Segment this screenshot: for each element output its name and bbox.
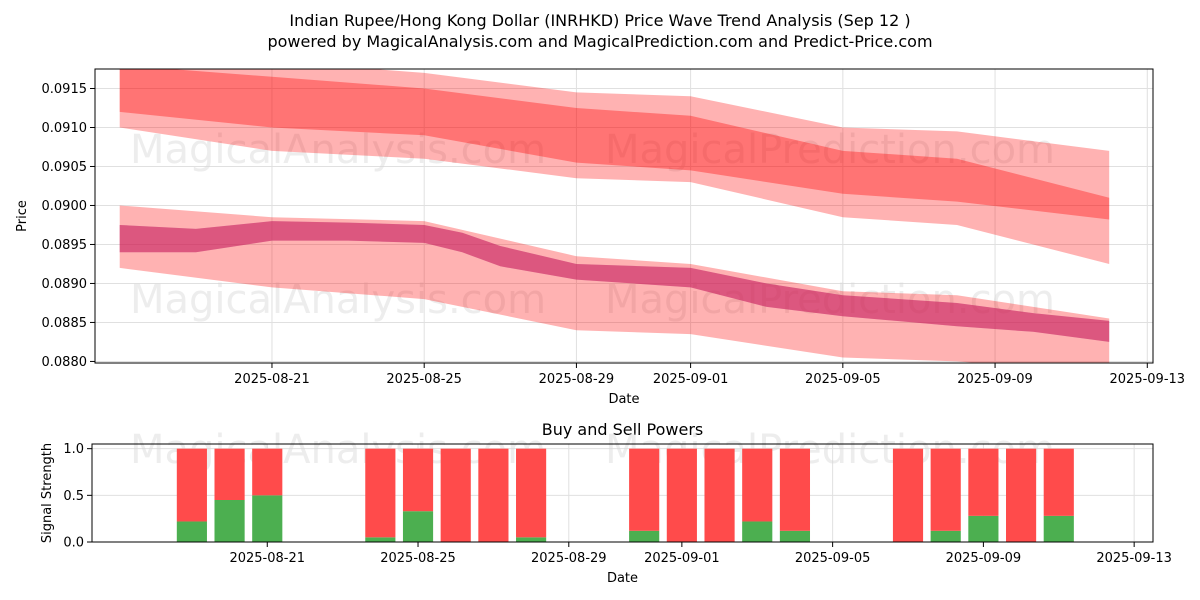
buy-bar — [1043, 515, 1074, 542]
bars — [176, 448, 1074, 542]
sell-bar — [1006, 448, 1037, 542]
y-tick-label: 0.0 — [63, 536, 84, 551]
y-tick-label: 0.0890 — [42, 277, 88, 292]
sell-bar — [365, 448, 396, 538]
x-tick-label: 2025-09-05 — [795, 551, 871, 566]
sell-bar — [440, 448, 471, 542]
watermarks-top: MagicalAnalysis.com MagicalPrediction.com… — [130, 127, 1055, 323]
trend-wave-band — [119, 205, 1110, 363]
sell-bar — [516, 448, 547, 538]
x-tick-label: 2025-09-05 — [805, 372, 881, 387]
wave-series — [119, 69, 1110, 363]
buy-bar — [214, 500, 245, 542]
top-plot-frame — [94, 68, 1154, 364]
x-tick-label: 2025-09-01 — [644, 551, 720, 566]
buy-bar — [365, 537, 396, 542]
price-wave-band — [119, 221, 1110, 342]
buy-bar — [742, 521, 773, 542]
y-tick-label: 1.0 — [63, 442, 84, 457]
x-axis-label: Date — [608, 392, 639, 407]
y-tick-label: 0.0880 — [42, 355, 88, 370]
y-axis-label: Price — [15, 200, 30, 232]
x-tick-label: 2025-08-29 — [539, 372, 615, 387]
sell-bar — [252, 448, 283, 496]
buy-bar — [629, 530, 660, 542]
watermark-text: MagicalPrediction.com — [605, 127, 1055, 173]
sell-bar — [930, 448, 961, 531]
x-tick-label: 2025-08-29 — [531, 551, 607, 566]
y-tick-label: 0.0900 — [42, 199, 88, 214]
bottom-plot-frame — [91, 443, 1154, 543]
x-axis-label: Date — [607, 571, 638, 586]
x-tick-label: 2025-09-13 — [1096, 551, 1172, 566]
buy-bar — [930, 530, 961, 542]
x-tick-label: 2025-08-21 — [229, 551, 305, 566]
buy-bar — [402, 511, 434, 542]
chart-subtitle: powered by MagicalAnalysis.com and Magic… — [267, 32, 932, 51]
buy-bar — [779, 530, 811, 542]
sell-bar — [214, 448, 245, 500]
sell-bar — [478, 448, 509, 542]
sell-bar — [666, 448, 697, 542]
y-tick-label: 0.0885 — [42, 316, 88, 331]
x-tick-label: 2025-09-09 — [946, 551, 1022, 566]
buy-bar — [516, 537, 547, 542]
sell-bar — [1043, 448, 1074, 516]
x-tick-label: 2025-09-13 — [1110, 372, 1186, 387]
top-grid — [95, 69, 1153, 363]
y-axis-label: Signal Strength — [40, 443, 55, 543]
sell-bar — [779, 448, 811, 531]
sell-bar — [968, 448, 999, 516]
y-tick-label: 0.0895 — [42, 238, 88, 253]
buy-bar — [968, 515, 999, 542]
y-tick-label: 0.0905 — [42, 160, 88, 175]
x-tick-label: 2025-09-01 — [653, 372, 729, 387]
y-tick-label: 0.5 — [63, 489, 84, 504]
price-wave-band — [119, 221, 1110, 342]
sell-bar — [176, 448, 207, 522]
watermark-text: MagicalAnalysis.com — [130, 127, 546, 173]
sell-bar — [892, 448, 924, 542]
x-tick-label: 2025-09-09 — [957, 372, 1033, 387]
bar-chart-title: Buy and Sell Powers — [542, 420, 704, 439]
x-tick-label: 2025-08-25 — [386, 372, 462, 387]
sell-bar — [629, 448, 660, 531]
top-axes: 2025-08-21 2025-08-25 2025-08-29 2025-09-01… — [15, 82, 1185, 407]
watermark-text: MagicalAnalysis.com — [130, 277, 546, 323]
trend-wave-band — [119, 69, 1110, 264]
trend-wave-band — [119, 69, 1110, 220]
x-tick-label: 2025-08-21 — [234, 372, 310, 387]
chart-title: Indian Rupee/Hong Kong Dollar (INRHKD) P… — [289, 11, 910, 30]
sell-bar — [704, 448, 735, 542]
y-tick-label: 0.0910 — [42, 121, 88, 136]
buy-bar — [252, 495, 283, 542]
sell-bar — [402, 448, 434, 512]
price-wave-panel: MagicalAnalysis.com MagicalPrediction.com… — [15, 68, 1185, 407]
y-tick-label: 0.0915 — [42, 82, 88, 97]
watermark-text: MagicalPrediction.com — [605, 277, 1055, 323]
x-tick-label: 2025-08-25 — [380, 551, 456, 566]
sell-bar — [742, 448, 773, 522]
buy-bar — [176, 521, 207, 542]
bottom-axes: 2025-08-21 2025-08-25 2025-08-29 2025-09-01… — [40, 442, 1172, 586]
